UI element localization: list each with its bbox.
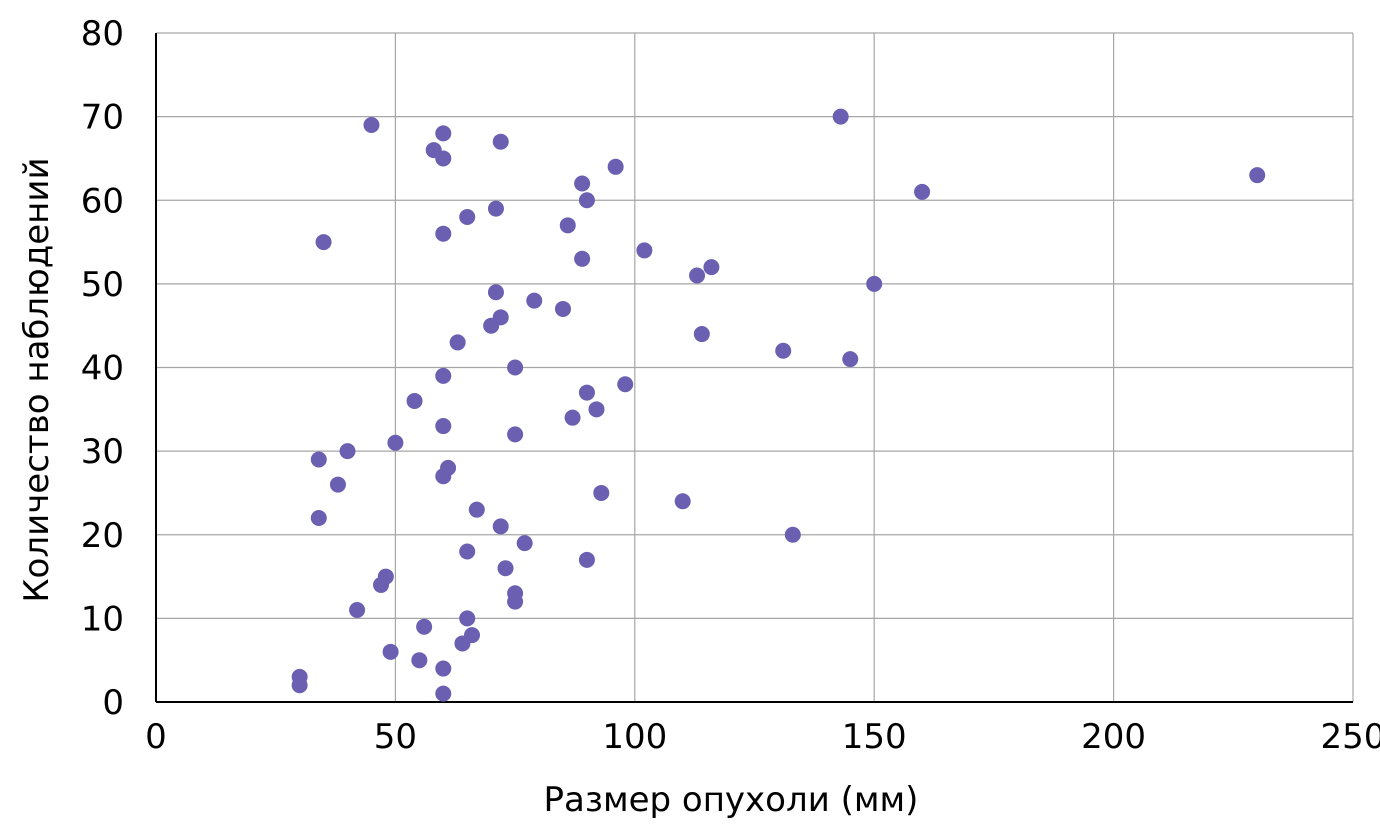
data-point <box>310 510 327 527</box>
data-point <box>832 108 849 125</box>
data-point <box>578 384 595 401</box>
data-point <box>607 158 624 175</box>
data-point <box>497 560 514 577</box>
data-points <box>291 108 1266 702</box>
y-tick-label: 20 <box>81 516 124 556</box>
data-point <box>674 493 691 510</box>
x-axis-title: Размер опухоли (мм) <box>544 780 919 820</box>
data-point <box>526 292 543 309</box>
data-point <box>574 250 591 267</box>
data-point <box>468 501 485 518</box>
y-tick-label: 10 <box>81 599 124 639</box>
data-point <box>578 551 595 568</box>
data-point <box>416 618 433 635</box>
data-point <box>784 526 801 543</box>
x-tick-label: 0 <box>145 717 167 757</box>
y-axis-title: Количество наблюдений <box>17 157 57 602</box>
data-point <box>310 451 327 468</box>
data-point <box>487 200 504 217</box>
y-tick-label: 80 <box>81 14 124 54</box>
x-tick-label: 150 <box>842 717 907 757</box>
data-point <box>914 183 931 200</box>
data-point <box>435 125 452 142</box>
data-point <box>329 476 346 493</box>
data-point <box>617 376 634 393</box>
x-tick-label: 250 <box>1321 717 1380 757</box>
data-point <box>435 418 452 435</box>
y-tick-labels: 0 10 20 30 40 50 60 70 80 <box>81 14 124 723</box>
grid-lines <box>156 32 1354 702</box>
data-point <box>454 635 471 652</box>
data-point <box>435 468 452 485</box>
data-point <box>435 685 452 702</box>
data-point <box>435 367 452 384</box>
data-point <box>406 392 423 409</box>
data-point <box>382 643 399 660</box>
data-point <box>487 284 504 301</box>
data-point <box>636 242 653 259</box>
data-point <box>588 401 605 418</box>
y-tick-label: 30 <box>81 432 124 472</box>
y-tick-label: 0 <box>102 683 124 723</box>
x-tick-label: 200 <box>1081 717 1146 757</box>
x-tick-labels: 0 50 100 150 200 250 <box>145 717 1380 757</box>
data-point <box>411 652 428 669</box>
data-point <box>339 443 356 460</box>
data-point <box>459 610 476 627</box>
data-point <box>703 259 720 276</box>
data-point <box>507 426 524 443</box>
data-point <box>775 342 792 359</box>
data-point <box>693 326 710 343</box>
data-point <box>689 267 706 284</box>
data-point <box>578 192 595 209</box>
data-point <box>866 275 883 292</box>
data-point <box>315 234 332 251</box>
data-point <box>449 334 466 351</box>
data-point <box>507 593 524 610</box>
y-tick-label: 40 <box>81 349 124 389</box>
data-point <box>387 434 404 451</box>
data-point <box>559 217 576 234</box>
data-point <box>574 175 591 192</box>
data-point <box>492 518 509 535</box>
data-point <box>564 409 581 426</box>
x-tick-label: 100 <box>602 717 667 757</box>
data-point <box>507 359 524 376</box>
x-tick-label: 50 <box>374 717 417 757</box>
data-point <box>1249 167 1266 184</box>
data-point <box>554 300 571 317</box>
data-point <box>435 660 452 677</box>
data-point <box>516 535 533 552</box>
data-point <box>349 602 366 619</box>
data-point <box>435 150 452 167</box>
data-point <box>483 317 500 334</box>
data-point <box>842 351 859 368</box>
y-tick-label: 60 <box>81 181 124 221</box>
data-point <box>459 208 476 225</box>
data-point <box>435 225 452 242</box>
data-point <box>593 484 610 501</box>
data-point <box>459 543 476 560</box>
y-tick-label: 50 <box>81 265 124 305</box>
data-point <box>492 133 509 150</box>
y-tick-label: 70 <box>81 98 124 138</box>
data-point <box>373 576 390 593</box>
data-point <box>291 677 308 694</box>
data-point <box>363 116 380 133</box>
